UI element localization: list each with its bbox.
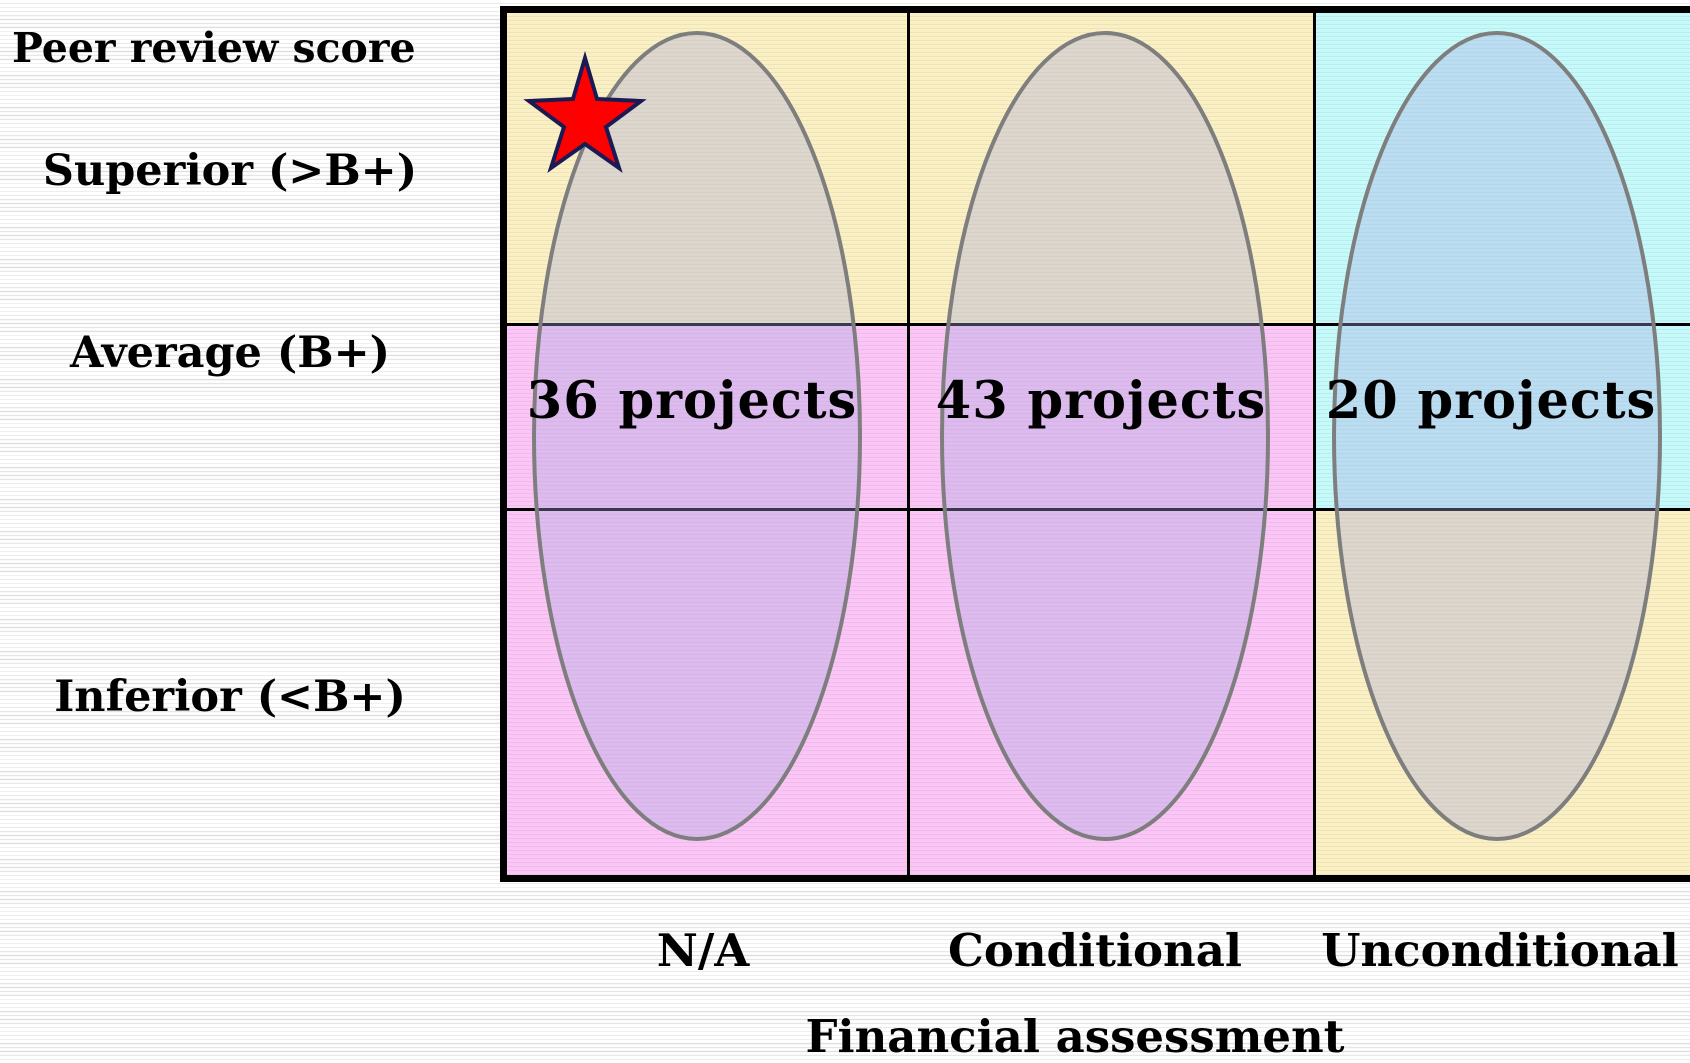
cell-inferior-na bbox=[507, 511, 907, 875]
row-label-superior: Superior (>B+) bbox=[42, 146, 418, 196]
x-axis-title: Financial assessment bbox=[805, 1010, 1345, 1063]
cell-superior-conditional bbox=[910, 13, 1313, 323]
cell-average-unconditional bbox=[1316, 326, 1690, 508]
cell-inferior-conditional bbox=[910, 511, 1313, 875]
column-label-conditional: Conditional bbox=[948, 924, 1242, 977]
cell-average-na bbox=[507, 326, 907, 508]
grid-divider-vertical bbox=[907, 13, 910, 875]
cell-superior-na bbox=[507, 13, 907, 323]
grid-divider-horizontal bbox=[507, 323, 1690, 326]
row-label-inferior: Inferior (<B+) bbox=[54, 672, 406, 722]
assessment-grid bbox=[500, 6, 1690, 882]
row-label-average: Average (B+) bbox=[70, 328, 390, 378]
y-axis-title: Peer review score bbox=[12, 24, 416, 72]
cell-average-conditional bbox=[910, 326, 1313, 508]
cell-inferior-unconditional bbox=[1316, 511, 1690, 875]
column-label-unconditional: Unconditional bbox=[1321, 924, 1679, 977]
cell-superior-unconditional bbox=[1316, 13, 1690, 323]
column-label-na: N/A bbox=[656, 924, 750, 977]
grid-divider-vertical bbox=[1313, 13, 1316, 875]
grid-divider-horizontal bbox=[507, 508, 1690, 511]
